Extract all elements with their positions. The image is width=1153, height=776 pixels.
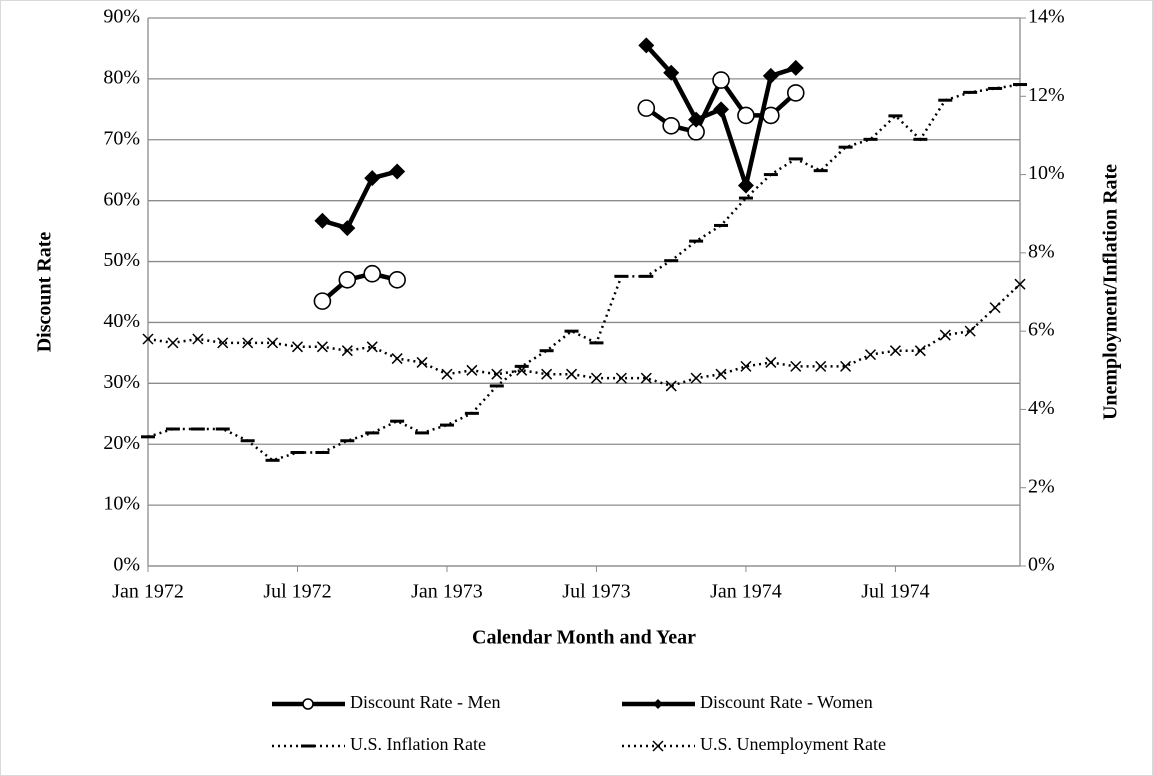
data-point bbox=[491, 368, 503, 380]
y2-tick-label: 10% bbox=[1028, 162, 1065, 184]
y-tick-label: 40% bbox=[103, 310, 140, 332]
data-point bbox=[316, 341, 328, 353]
legend-marker bbox=[302, 698, 314, 710]
data-point bbox=[192, 333, 204, 345]
y2-tick-label: 4% bbox=[1028, 397, 1055, 419]
data-point bbox=[142, 333, 154, 345]
data-point bbox=[541, 368, 553, 380]
series-line bbox=[147, 283, 1021, 388]
data-point bbox=[590, 372, 602, 384]
data-point bbox=[889, 345, 901, 357]
data-point bbox=[314, 212, 331, 229]
data-point bbox=[762, 67, 779, 84]
data-point bbox=[665, 380, 677, 392]
legend-marker bbox=[653, 699, 663, 709]
y-axis-title: Discount Rate bbox=[34, 232, 56, 353]
y-tick-label: 0% bbox=[113, 554, 140, 576]
y-tick-label: 70% bbox=[103, 127, 140, 149]
data-point bbox=[416, 356, 428, 368]
data-point bbox=[662, 116, 681, 135]
legend-marker bbox=[652, 740, 664, 752]
data-point bbox=[765, 356, 777, 368]
y-tick-label: 10% bbox=[103, 493, 140, 515]
y-tick-label: 30% bbox=[103, 371, 140, 393]
y-tick-label: 20% bbox=[103, 432, 140, 454]
data-point bbox=[638, 37, 655, 54]
legend-label: U.S. Inflation Rate bbox=[350, 734, 486, 754]
data-point bbox=[737, 106, 755, 125]
data-point bbox=[939, 329, 951, 341]
y2-tick-label: 8% bbox=[1028, 240, 1055, 262]
data-point bbox=[389, 163, 406, 180]
data-point bbox=[441, 368, 453, 380]
data-point bbox=[663, 64, 680, 81]
data-point bbox=[864, 349, 877, 361]
data-point bbox=[786, 84, 805, 102]
data-point bbox=[690, 372, 702, 384]
data-point bbox=[341, 345, 353, 357]
data-point bbox=[964, 325, 976, 337]
data-point bbox=[366, 341, 378, 353]
data-point bbox=[640, 372, 652, 384]
y2-tick-label: 0% bbox=[1028, 554, 1055, 576]
data-point bbox=[466, 364, 478, 376]
data-point bbox=[688, 111, 705, 128]
data-point bbox=[364, 170, 381, 187]
data-point bbox=[740, 360, 752, 372]
data-point bbox=[291, 341, 304, 353]
data-point bbox=[566, 368, 578, 380]
data-point bbox=[338, 271, 357, 289]
legend-label: Discount Rate - Women bbox=[700, 692, 873, 712]
x-tick-label: Jul 1973 bbox=[562, 581, 630, 603]
data-point bbox=[363, 264, 382, 283]
y-tick-label: 60% bbox=[103, 188, 140, 210]
y-tick-label: 90% bbox=[103, 6, 140, 28]
data-point bbox=[391, 353, 403, 365]
data-point bbox=[388, 271, 406, 289]
data-point bbox=[267, 337, 279, 349]
y-tick-label: 80% bbox=[103, 66, 140, 88]
data-point bbox=[713, 101, 730, 118]
data-point bbox=[712, 71, 730, 89]
data-point bbox=[313, 292, 332, 310]
data-point bbox=[840, 360, 852, 372]
data-point bbox=[339, 220, 356, 237]
x-tick-label: Jan 1974 bbox=[710, 581, 782, 603]
y2-tick-label: 2% bbox=[1028, 475, 1055, 497]
y-tick-label: 50% bbox=[103, 249, 140, 271]
x-axis-title: Calendar Month and Year bbox=[472, 627, 696, 649]
data-point bbox=[615, 372, 627, 384]
legend-label: Discount Rate - Men bbox=[350, 692, 500, 712]
y2-tick-label: 12% bbox=[1028, 84, 1065, 106]
data-point bbox=[242, 337, 254, 349]
data-point bbox=[516, 364, 528, 376]
x-tick-label: Jul 1974 bbox=[861, 581, 929, 603]
x-tick-label: Jan 1973 bbox=[411, 581, 483, 603]
data-point bbox=[815, 360, 827, 372]
data-point bbox=[787, 59, 804, 76]
data-point bbox=[217, 337, 229, 349]
data-point bbox=[737, 177, 754, 194]
y2-axis-title: Unemployment/Inflation Rate bbox=[1100, 164, 1122, 420]
data-point bbox=[989, 302, 1001, 314]
y2-tick-label: 14% bbox=[1028, 6, 1065, 28]
data-point bbox=[637, 99, 656, 117]
data-point bbox=[715, 368, 727, 380]
legend-label: U.S. Unemployment Rate bbox=[700, 734, 886, 754]
y2-tick-label: 6% bbox=[1028, 319, 1055, 341]
x-tick-label: Jan 1972 bbox=[112, 581, 184, 603]
data-point bbox=[1014, 278, 1026, 290]
data-point bbox=[790, 360, 802, 372]
data-point bbox=[167, 337, 179, 349]
x-tick-label: Jul 1972 bbox=[263, 581, 331, 603]
data-point bbox=[914, 345, 926, 357]
